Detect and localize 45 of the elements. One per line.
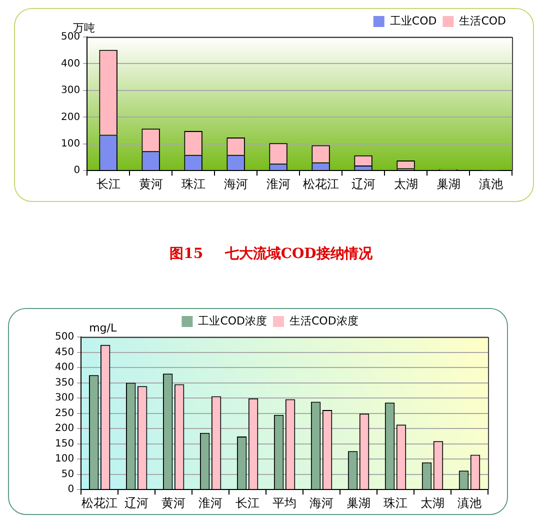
y-axis-title: 万吨: [73, 21, 96, 34]
x-tick-label: 海河: [310, 496, 334, 510]
y-tick-label: 300: [60, 85, 80, 96]
y-tick-label: 150: [54, 438, 74, 450]
y-tick-label: 400: [60, 58, 80, 70]
y-tick-label: 300: [54, 392, 74, 404]
y-tick-label: 450: [54, 346, 74, 358]
x-tick-label: 黄河: [162, 496, 186, 510]
x-tick-label: 滇池: [458, 496, 482, 510]
y-tick-label: 0: [68, 484, 74, 496]
x-tick-label: 淮河: [266, 176, 290, 191]
x-tick-label: 松花江: [302, 176, 339, 191]
x-tick-label: 海河: [224, 176, 248, 191]
x-tick-label: 滇池: [478, 176, 503, 191]
x-tick-label: 巢湖: [346, 496, 371, 510]
legend-label: 工业COD: [390, 14, 437, 28]
x-tick-label: 辽河: [124, 496, 149, 510]
x-tick-label: 长江: [96, 176, 120, 191]
x-tick-label: 珠江: [384, 496, 408, 510]
y-tick-label: 200: [60, 112, 80, 123]
legend-label: 生活COD: [459, 14, 506, 28]
y-tick-label: 500: [60, 32, 80, 43]
y-tick-label: 0: [74, 165, 80, 176]
y-tick-label: 350: [54, 377, 74, 388]
y-axis-title: mg/L: [89, 321, 118, 334]
y-tick-label: 500: [54, 332, 74, 343]
x-tick-label: 巢湖: [436, 176, 460, 191]
x-tick-label: 松花江: [82, 496, 118, 510]
text: 图15 七大流域COD接纳情况: [168, 244, 374, 264]
y-tick-label: 100: [54, 454, 74, 465]
x-tick-label: 太湖: [420, 496, 445, 510]
legend-label: 生活COD浓度: [290, 314, 358, 328]
legend-label: 工业COD浓度: [198, 314, 268, 328]
x-tick-label: 平均: [272, 496, 297, 510]
y-tick-label: 50: [61, 468, 74, 480]
y-tick-label: 100: [60, 138, 80, 150]
x-tick-label: 黄河: [138, 176, 163, 191]
y-tick-label: 250: [54, 408, 74, 419]
x-tick-label: 珠江: [181, 176, 206, 191]
x-tick-label: 辽河: [351, 176, 376, 191]
x-tick-label: 太湖: [394, 176, 418, 191]
x-tick-label: 长江: [236, 496, 260, 510]
y-tick-label: 400: [54, 362, 74, 374]
x-tick-label: 淮河: [198, 496, 223, 510]
y-tick-label: 200: [54, 423, 74, 434]
